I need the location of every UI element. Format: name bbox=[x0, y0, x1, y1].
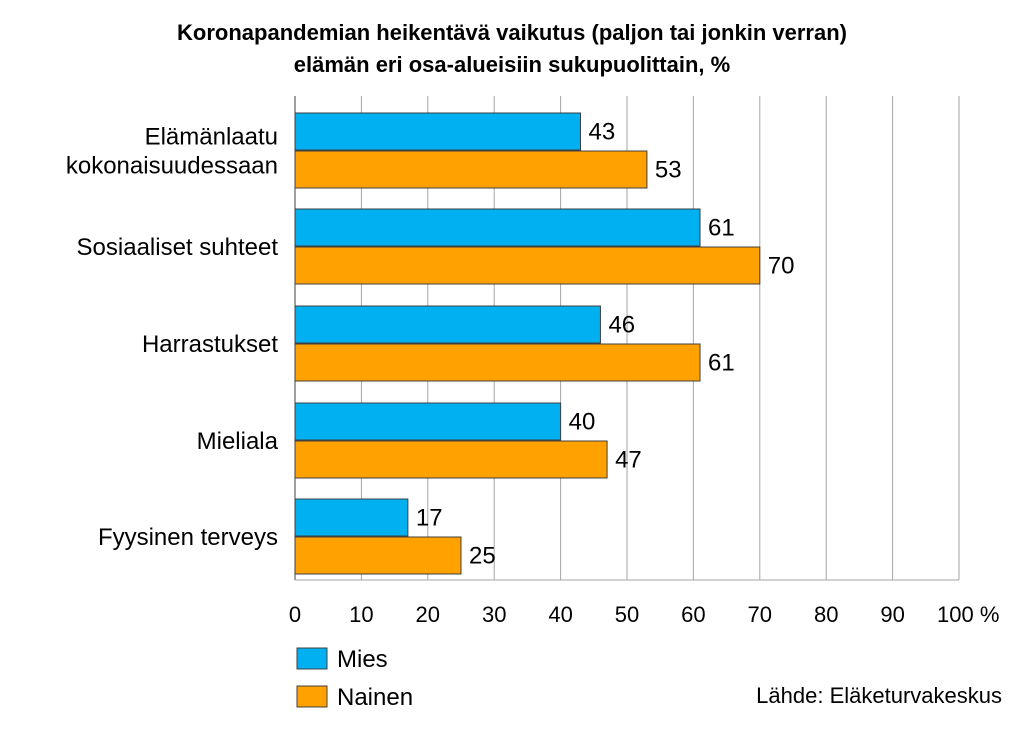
bar-mies-4 bbox=[294, 402, 562, 441]
data-label: 61 bbox=[708, 350, 735, 377]
x-tick-label: 10 bbox=[349, 602, 373, 627]
x-tick-label: 30 bbox=[482, 602, 506, 627]
x-tick-label: 50 bbox=[615, 602, 639, 627]
x-tick-label: 20 bbox=[416, 602, 440, 627]
data-label: 61 bbox=[708, 215, 735, 242]
data-label: 17 bbox=[416, 505, 443, 532]
category-label: kokonaisuudessaan bbox=[66, 153, 278, 180]
legend-label-nainen: Nainen bbox=[337, 684, 413, 711]
bar-nainen-4 bbox=[294, 440, 608, 479]
data-label: 25 bbox=[469, 543, 496, 570]
data-label: 70 bbox=[768, 253, 795, 280]
data-label: 47 bbox=[615, 447, 642, 474]
data-label: 46 bbox=[608, 312, 635, 339]
bar-nainen-2 bbox=[294, 246, 761, 285]
legend-swatch-mies bbox=[296, 647, 328, 670]
data-label: 53 bbox=[655, 157, 682, 184]
category-label: Harrastukset bbox=[142, 331, 278, 358]
legend-label-mies: Mies bbox=[337, 646, 388, 673]
x-tick-label: 70 bbox=[748, 602, 772, 627]
bar-mies-2 bbox=[294, 208, 701, 247]
bar-nainen-3 bbox=[294, 343, 701, 382]
category-label: Elämänlaatu bbox=[145, 124, 278, 151]
category-label: Mieliala bbox=[197, 428, 279, 455]
bar-mies-3 bbox=[294, 305, 601, 344]
chart-title-line-1: Koronapandemian heikentävä vaikutus (pal… bbox=[177, 20, 847, 45]
bar-nainen-1 bbox=[294, 150, 648, 189]
x-tick-label: 0 bbox=[289, 602, 301, 627]
x-tick-label: 80 bbox=[814, 602, 838, 627]
x-tick-label: 90 bbox=[880, 602, 904, 627]
x-tick-label: 40 bbox=[548, 602, 572, 627]
x-tick-label: 60 bbox=[681, 602, 705, 627]
bar-nainen-5 bbox=[294, 536, 462, 575]
category-label: Fyysinen terveys bbox=[98, 524, 278, 551]
data-label: 40 bbox=[569, 409, 596, 436]
x-tick-label: 100 % bbox=[937, 602, 999, 627]
source-note: Lähde: Eläketurvakeskus bbox=[756, 683, 1002, 708]
bar-mies-1 bbox=[294, 112, 582, 151]
data-label: 43 bbox=[589, 119, 616, 146]
legend-swatch-nainen bbox=[296, 685, 328, 708]
bar-mies-5 bbox=[294, 498, 409, 537]
chart-title-line-2: elämän eri osa-alueisiin sukupuolittain,… bbox=[293, 52, 731, 77]
category-label: Sosiaaliset suhteet bbox=[77, 234, 279, 261]
